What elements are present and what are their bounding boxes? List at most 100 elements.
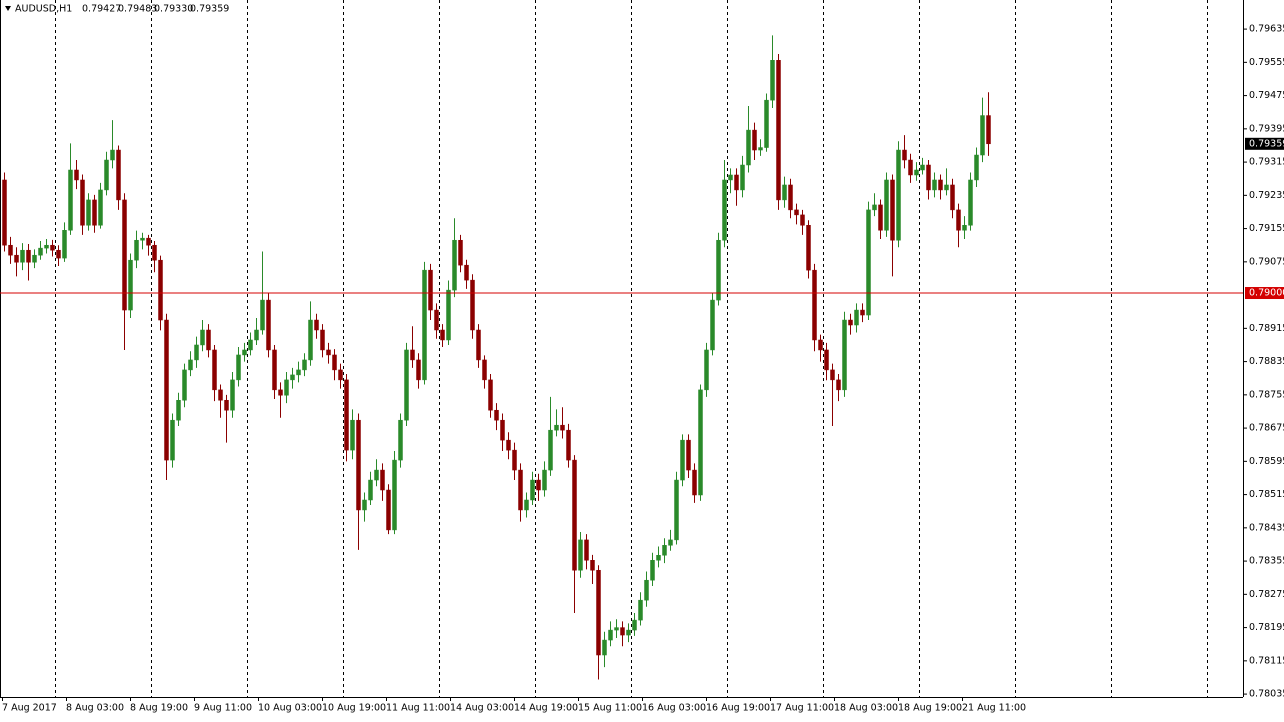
x-tick-label: 16 Aug 19:00 — [706, 703, 770, 714]
x-tick-label: 8 Aug 19:00 — [130, 703, 188, 714]
y-tick-label: 0.78355 — [1249, 556, 1284, 567]
candle-body — [782, 184, 787, 201]
candle-body — [932, 179, 937, 191]
candle-body — [866, 209, 871, 316]
candle-body — [776, 60, 781, 201]
candle-body — [404, 349, 409, 421]
candle-body — [746, 129, 751, 166]
candle-body — [56, 249, 61, 259]
candle-body — [830, 369, 835, 381]
candle-body — [542, 469, 547, 491]
y-tick-label: 0.78835 — [1249, 356, 1284, 367]
candle-body — [302, 359, 307, 371]
candle-body — [212, 349, 217, 391]
candle-body — [512, 449, 517, 471]
y-tick-label: 0.79075 — [1249, 256, 1284, 267]
candle-body — [938, 179, 943, 191]
y-tick-label: 0.78275 — [1249, 589, 1284, 600]
candle-body — [464, 264, 469, 281]
candle-body — [158, 259, 163, 321]
candle-body — [260, 299, 265, 331]
candle-body — [758, 147, 763, 151]
candle-body — [386, 489, 391, 531]
candle-body — [890, 179, 895, 241]
day-separators — [55, 0, 1208, 697]
candle-body — [308, 319, 313, 361]
candle-body — [620, 627, 625, 636]
candle-body — [230, 379, 235, 411]
candle-body — [770, 60, 775, 101]
candle-body — [950, 184, 955, 211]
candle-body — [590, 560, 595, 571]
candle-body — [722, 179, 727, 241]
y-tick-label: 0.78195 — [1249, 622, 1284, 633]
candle-body — [2, 179, 7, 246]
candle-body — [278, 389, 283, 396]
candle-body — [482, 359, 487, 381]
candle-body — [518, 469, 523, 511]
last-open: 0.79427 — [82, 4, 121, 15]
candle-body — [380, 469, 385, 491]
last-close: 0.79359 — [190, 4, 229, 15]
x-tick-label: 18 Aug 19:00 — [898, 703, 962, 714]
candle-body — [104, 159, 109, 191]
candle-body — [956, 209, 961, 231]
candle-body — [794, 209, 799, 216]
candle-body — [176, 399, 181, 421]
candle-body — [566, 429, 571, 461]
candle-body — [290, 374, 295, 381]
candle-body — [362, 499, 367, 511]
candle-body — [608, 629, 613, 641]
candle-body — [434, 309, 439, 331]
candle-body — [272, 349, 277, 391]
candle-body — [644, 579, 649, 601]
candle-body — [734, 174, 739, 191]
candle-body — [140, 237, 145, 241]
candle-body — [752, 129, 757, 151]
candle-body — [878, 204, 883, 231]
candle-body — [614, 627, 619, 631]
candle-body — [488, 379, 493, 411]
candle-body — [122, 199, 127, 311]
candle-body — [680, 439, 685, 481]
candle-body — [374, 469, 379, 481]
candle-body — [716, 239, 721, 301]
y-tick-label: 0.79475 — [1249, 90, 1284, 101]
candle-body — [74, 169, 79, 181]
candle-body — [842, 319, 847, 391]
candle-body — [560, 424, 565, 431]
candle-body — [314, 319, 319, 331]
candle-body — [266, 299, 271, 351]
candle-body — [902, 149, 907, 161]
candle-body — [788, 184, 793, 211]
candle-body — [440, 329, 445, 341]
candle-body — [194, 344, 199, 361]
candle-body — [182, 369, 187, 401]
candle-body — [44, 244, 49, 249]
candle-body — [872, 204, 877, 211]
candle-body — [674, 479, 679, 541]
candle-body — [974, 154, 979, 181]
candle-body — [728, 174, 733, 181]
symbol-menu-icon[interactable] — [5, 6, 11, 11]
candle-body — [944, 184, 949, 191]
candle-body — [692, 469, 697, 496]
candle-body — [848, 319, 853, 326]
candle-body — [86, 199, 91, 226]
candle-body — [698, 389, 703, 496]
y-tick-label: 0.79155 — [1249, 223, 1284, 234]
x-tick-label: 14 Aug 03:00 — [450, 703, 514, 714]
candle-body — [656, 555, 661, 561]
candle-body — [296, 369, 301, 376]
candle-body — [962, 225, 967, 231]
candle-body — [506, 439, 511, 451]
candle-body — [80, 179, 85, 226]
candle-body — [854, 309, 859, 326]
candle-body — [320, 329, 325, 351]
y-tick-label: 0.79235 — [1249, 190, 1284, 201]
symbol-label: AUDUSD,H1 — [15, 4, 72, 15]
candle-body — [818, 339, 823, 351]
candle-body — [704, 349, 709, 391]
candle-body — [134, 239, 139, 261]
